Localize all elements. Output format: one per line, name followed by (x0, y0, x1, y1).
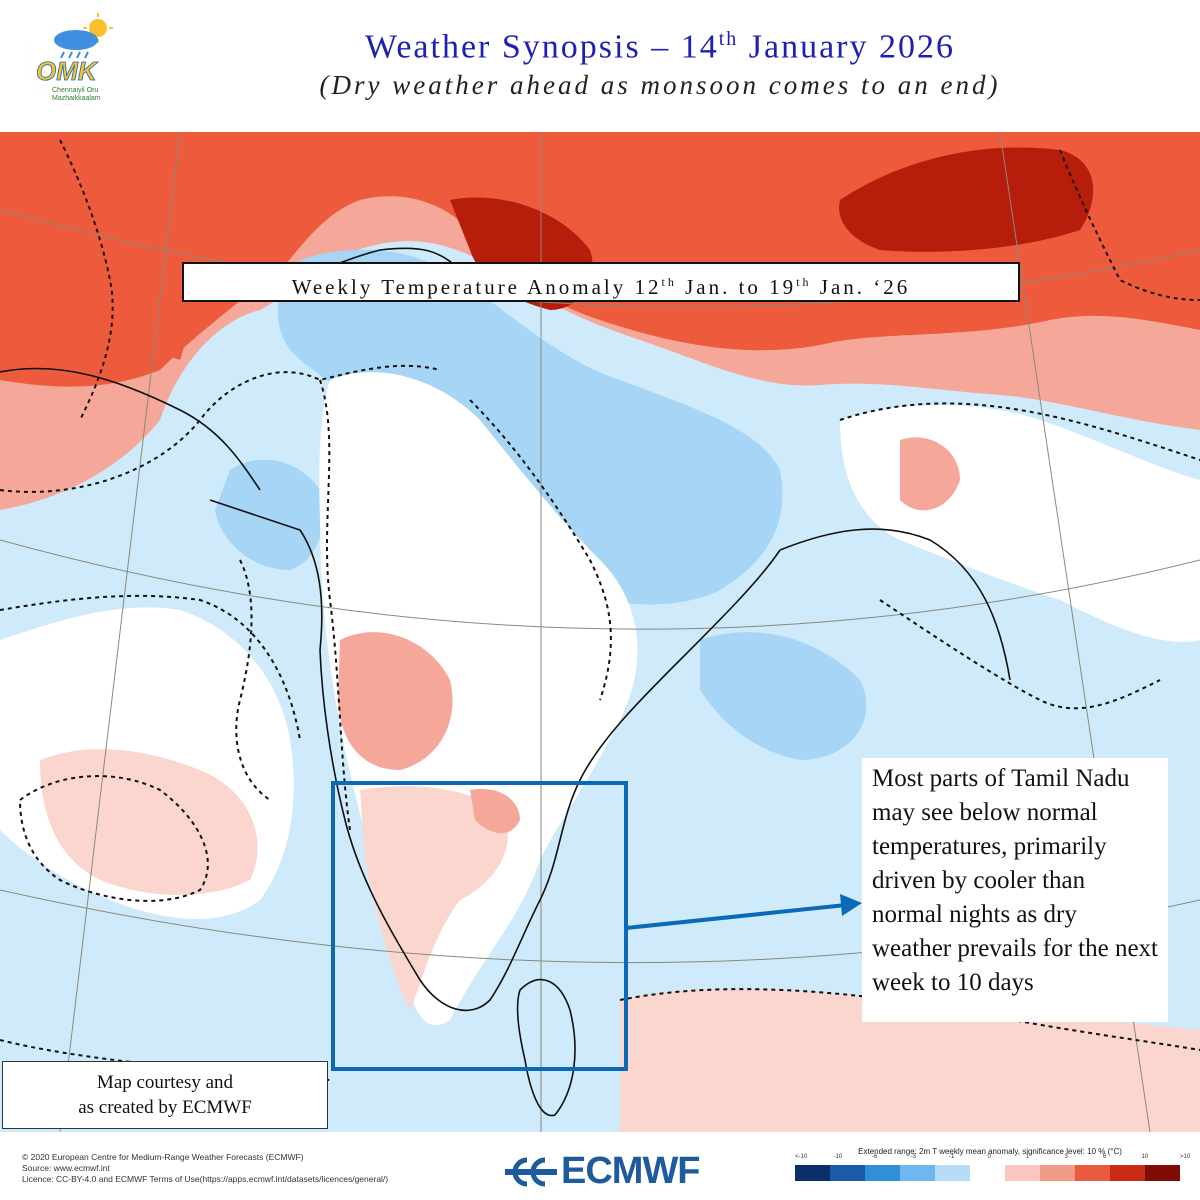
legend-swatch (865, 1165, 900, 1181)
legend-tick-label: 1 (1026, 1154, 1030, 1160)
legend-colorbar (795, 1165, 1180, 1181)
legend-tick-label: 10 (1141, 1154, 1149, 1160)
legend-swatch (1005, 1165, 1040, 1181)
legend-swatch (1145, 1165, 1180, 1181)
omk-logo: OMK Chennaiyil Oru Mazhaikkaalam (6, 8, 118, 120)
legend-tick-label: -10 (833, 1154, 843, 1160)
legend-tick-label: <-10 (795, 1154, 808, 1160)
legend-tick-label: 0 (987, 1154, 991, 1160)
legend-tick-label: -6 (872, 1154, 878, 1160)
callout-arrow (625, 903, 847, 930)
legend-tick-label: -3 (910, 1154, 916, 1160)
svg-text:Chennaiyil Oru: Chennaiyil Oru (52, 87, 98, 94)
legend-swatch (830, 1165, 865, 1181)
ecmwf-icon (505, 1157, 557, 1186)
legend-swatch (935, 1165, 970, 1181)
page-subtitle: (Dry weather ahead as monsoon comes to a… (319, 70, 1001, 100)
legend-swatch (1110, 1165, 1145, 1181)
legend-tick-label: >10 (1180, 1154, 1191, 1160)
map-courtesy: Map courtesy and as created by ECMWF (2, 1061, 328, 1129)
forecast-callout: Most parts of Tamil Nadu may see below n… (862, 758, 1168, 1022)
legend-swatch (900, 1165, 935, 1181)
map-label: Weekly Temperature Anomaly 12th Jan. to … (182, 262, 1020, 302)
logo-text: OMK (36, 56, 99, 86)
legend-swatch (970, 1165, 1005, 1181)
legend-title: Extended range: 2m T weekly mean anomaly… (858, 1147, 1122, 1156)
legend-swatch (1040, 1165, 1075, 1181)
page-title: Weather Synopsis – 14th January 2026 (364, 28, 956, 66)
legend-ticks: <-10 -10 -6 -3 -1 0 1 3 6 10 >10 (787, 1154, 1191, 1164)
svg-text:Mazhaikkaalam: Mazhaikkaalam (52, 95, 101, 102)
legend-tick-label: 6 (1103, 1154, 1107, 1160)
header: OMK Chennaiyil Oru Mazhaikkaalam Weather… (0, 0, 1200, 132)
legend-swatch (1075, 1165, 1110, 1181)
legend-swatch (795, 1165, 830, 1181)
ecmwf-logo: ECMWF (505, 1150, 701, 1193)
legend-tick-label: 3 (1064, 1154, 1068, 1160)
legend-tick-label: -1 (949, 1154, 955, 1160)
credit-text: © 2020 European Centre for Medium-Range … (22, 1152, 389, 1184)
